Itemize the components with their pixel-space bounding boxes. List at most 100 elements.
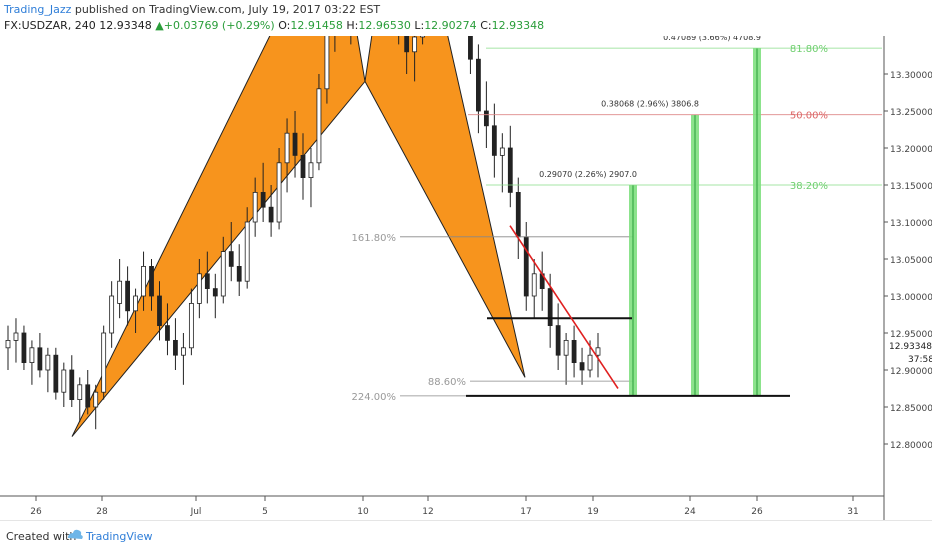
candle-body — [228, 251, 234, 267]
candle-body — [236, 265, 242, 282]
x-tick-label: 26 — [751, 507, 763, 517]
candle-body — [85, 384, 91, 408]
change-value: +0.03769 (+0.29%) — [163, 19, 275, 32]
candle-body — [13, 332, 19, 341]
candle-body — [141, 265, 146, 297]
created-with-text: Created with — [6, 530, 77, 543]
y-tick-label: 13.15000 — [890, 182, 932, 192]
fib-level-label: 161.80% — [352, 233, 397, 244]
x-tick-label: 28 — [96, 507, 108, 517]
candle-body — [316, 88, 322, 164]
candle-body — [476, 58, 481, 112]
candle-body — [173, 339, 178, 356]
candle-body — [204, 273, 210, 290]
last-price: 12.93348 — [99, 19, 152, 32]
candle-body — [420, 36, 425, 38]
fib-level-label: 88.60% — [428, 377, 466, 388]
candle-body — [188, 302, 194, 349]
candle-body — [284, 132, 290, 164]
candle-body — [483, 110, 489, 127]
candle-body — [579, 362, 585, 371]
candle-body — [196, 273, 202, 304]
footer: Created with TradingView — [0, 520, 932, 551]
candle-body — [499, 147, 505, 156]
candle-body — [149, 265, 154, 297]
target-ratio-label: 38.20% — [790, 181, 828, 192]
candle-body — [292, 132, 298, 156]
y-tick-label: 13.20000 — [890, 145, 932, 155]
x-tick-label: 5 — [262, 507, 268, 517]
x-tick-label: 10 — [357, 507, 369, 517]
author-link[interactable]: Trading_Jazz — [4, 3, 72, 16]
candle-body — [220, 251, 226, 297]
candle-body — [571, 339, 577, 363]
target-ratio-label: 50.00% — [790, 111, 828, 122]
candle-body — [595, 347, 601, 356]
candle-body — [300, 155, 306, 179]
ohlc-line: FX:USDZAR, 240 12.93348 ▲+0.03769 (+0.29… — [4, 19, 544, 33]
y-tick-label: 12.95000 — [890, 330, 932, 340]
x-tick-label: 17 — [520, 507, 531, 517]
y-tick-label: 13.00000 — [890, 293, 932, 303]
candle-body — [244, 221, 250, 282]
candle-body — [212, 288, 218, 297]
candle-body — [69, 369, 75, 401]
high-value: 12.96530 — [358, 19, 411, 32]
y-tick-label: 13.05000 — [890, 256, 932, 266]
candle-body — [587, 354, 593, 371]
low-value: 12.90274 — [424, 19, 477, 32]
candle-body — [125, 280, 130, 312]
publish-line: Trading_Jazz published on TradingView.co… — [4, 3, 380, 17]
candle-body — [324, 36, 330, 90]
y-tick-label: 13.30000 — [890, 71, 932, 81]
target-measure-label: 0.47089 (3.66%) 4708.9 — [663, 36, 761, 42]
bat-pattern — [71, 36, 526, 437]
descending-trendline — [509, 225, 619, 389]
x-tick-label: 26 — [30, 507, 42, 517]
y-tick-label: 13.25000 — [890, 108, 932, 118]
up-arrow-icon: ▲ — [155, 19, 164, 32]
price-axis[interactable]: 13.30000 13.25000 13.20000 13.15000 13.10000… — [883, 36, 932, 520]
fib-level-label: 224.00% — [352, 392, 397, 403]
candle-body — [93, 391, 99, 408]
x-tick-label: Jul — [190, 507, 202, 517]
target-measure-label: 0.29070 (2.26%) 2907.0 — [539, 170, 637, 179]
candle-body — [507, 147, 513, 193]
open-value: 12.91458 — [290, 19, 343, 32]
candle-body — [563, 339, 569, 356]
y-tick-label: 12.85000 — [890, 404, 932, 414]
candle-body — [53, 354, 59, 393]
published-text: published on TradingView.com, July 19, 2… — [74, 3, 381, 16]
target-measure-label: 0.38068 (2.96%) 3806.8 — [601, 100, 699, 109]
candle-body — [276, 162, 282, 223]
price-chart[interactable]: 127.20%113.00%161.80%88.60%224.00% 0.290… — [0, 36, 932, 520]
low-label: L: — [414, 19, 425, 32]
countdown-label: 37:58 — [908, 355, 932, 365]
candle-body — [468, 36, 473, 60]
y-tick-label: 12.90000 — [890, 367, 932, 377]
y-tick-label: 12.80000 — [890, 441, 932, 451]
candle-body — [21, 332, 27, 364]
tradingview-brand[interactable]: TradingView — [86, 530, 153, 543]
time-axis[interactable]: 26 28 Jul 5 10 12 17 19 24 26 31 — [0, 495, 884, 517]
x-tick-label: 19 — [587, 507, 599, 517]
candle-body — [61, 369, 67, 393]
target-ratio-label: 81.80% — [790, 44, 828, 55]
x-tick-label: 24 — [684, 507, 696, 517]
close-label: C: — [480, 19, 492, 32]
candle-body — [268, 206, 274, 223]
last-price-badge — [885, 338, 932, 352]
candlestick-series — [5, 36, 601, 430]
candle-body — [133, 295, 138, 312]
candle-body — [531, 273, 537, 297]
candle-body — [29, 347, 35, 363]
high-label: H: — [346, 19, 359, 32]
candle-body — [45, 354, 51, 371]
candle-body — [515, 191, 521, 238]
last-price-label: 12.93348 — [889, 342, 932, 352]
pattern-xab-triangle — [71, 36, 366, 437]
candle-body — [109, 295, 115, 334]
tradingview-logo-icon[interactable] — [66, 527, 84, 543]
chart-header: Trading_Jazz published on TradingView.co… — [0, 0, 932, 36]
y-tick-label: 13.10000 — [890, 219, 932, 229]
